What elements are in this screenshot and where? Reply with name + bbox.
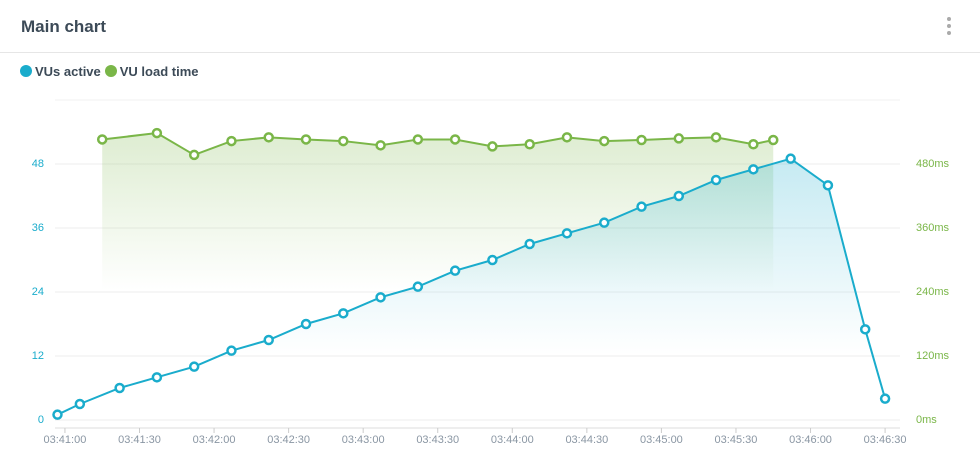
legend-item[interactable]: VU load time bbox=[104, 64, 199, 79]
y-tick-label: 24 bbox=[32, 286, 44, 298]
point bbox=[636, 134, 647, 146]
point bbox=[300, 134, 312, 145]
y-tick-label: 0 bbox=[38, 414, 44, 426]
point bbox=[151, 127, 163, 139]
point bbox=[524, 139, 535, 150]
y-tick-label: 12 bbox=[32, 350, 44, 362]
point bbox=[561, 228, 573, 239]
point bbox=[226, 135, 237, 147]
x-tick-label: 03:42:30 bbox=[267, 434, 310, 446]
point bbox=[487, 141, 498, 152]
point bbox=[879, 393, 891, 404]
legend-swatch bbox=[20, 65, 32, 77]
point bbox=[300, 318, 312, 330]
y2-tick-label: 360ms bbox=[916, 222, 950, 234]
point bbox=[96, 134, 108, 145]
point bbox=[188, 149, 200, 161]
x-tick-label: 03:45:30 bbox=[715, 434, 758, 446]
y2-tick-label: 480ms bbox=[916, 158, 950, 170]
point bbox=[338, 135, 349, 147]
legend-label: VU load time bbox=[119, 64, 199, 79]
x-tick-label: 03:46:00 bbox=[789, 434, 832, 446]
x-tick-label: 03:43:00 bbox=[342, 434, 385, 446]
point bbox=[822, 180, 834, 191]
legend-swatch bbox=[104, 65, 117, 77]
point bbox=[263, 334, 274, 346]
point bbox=[487, 254, 498, 266]
area bbox=[57, 158, 886, 420]
point bbox=[599, 217, 610, 228]
x-tick-label: 03:41:00 bbox=[44, 434, 87, 446]
y-tick-label: 36 bbox=[32, 222, 44, 234]
point bbox=[114, 382, 125, 394]
point bbox=[768, 134, 779, 146]
point bbox=[188, 361, 200, 372]
point bbox=[673, 133, 685, 144]
point bbox=[74, 398, 86, 410]
legend-item[interactable]: VUs active bbox=[20, 64, 101, 79]
menu-icon[interactable] bbox=[944, 16, 954, 38]
point bbox=[710, 174, 722, 186]
point bbox=[785, 153, 796, 164]
point bbox=[748, 164, 759, 175]
x-tick-label: 03:45:00 bbox=[640, 434, 683, 446]
x-tick-label: 03:41:30 bbox=[118, 434, 161, 446]
x-tick-label: 03:42:00 bbox=[193, 434, 236, 446]
legend: VUs active VU load time bbox=[20, 64, 199, 79]
point bbox=[673, 190, 685, 202]
line bbox=[57, 157, 887, 416]
point bbox=[599, 135, 610, 147]
point bbox=[375, 140, 386, 151]
point bbox=[748, 139, 759, 150]
point bbox=[226, 345, 237, 356]
y2-tick-label: 240ms bbox=[916, 286, 950, 298]
x-tick-label: 03:44:30 bbox=[565, 434, 608, 446]
x-tick-label: 03:44:00 bbox=[491, 434, 534, 446]
point bbox=[449, 134, 461, 145]
point bbox=[449, 265, 461, 276]
legend-label: VUs active bbox=[35, 64, 101, 79]
point bbox=[524, 238, 535, 250]
y-tick-label: 48 bbox=[32, 158, 44, 170]
x-tick-label: 03:43:30 bbox=[416, 434, 459, 446]
y2-tick-label: 120ms bbox=[916, 350, 950, 362]
y2-tick-label: 0ms bbox=[916, 414, 937, 426]
point bbox=[412, 134, 424, 145]
point bbox=[338, 308, 349, 319]
point bbox=[151, 372, 163, 383]
point bbox=[375, 292, 386, 303]
x-tick-label: 03:46:30 bbox=[864, 434, 907, 446]
point bbox=[636, 201, 647, 212]
panel-title: Main chart bbox=[21, 17, 107, 36]
point bbox=[561, 132, 573, 143]
point bbox=[710, 132, 722, 143]
point bbox=[52, 409, 63, 420]
point bbox=[412, 281, 424, 292]
header: Main chart bbox=[0, 0, 980, 53]
point bbox=[263, 132, 274, 143]
point bbox=[859, 324, 871, 335]
